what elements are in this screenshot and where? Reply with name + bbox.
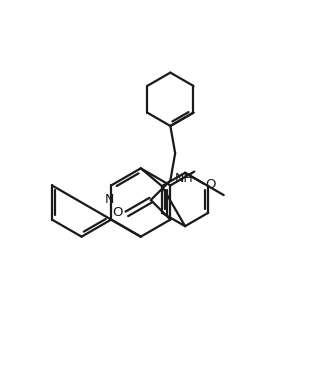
Text: NH: NH bbox=[174, 172, 193, 185]
Text: N: N bbox=[105, 192, 114, 205]
Text: O: O bbox=[205, 178, 216, 191]
Text: O: O bbox=[112, 206, 123, 219]
